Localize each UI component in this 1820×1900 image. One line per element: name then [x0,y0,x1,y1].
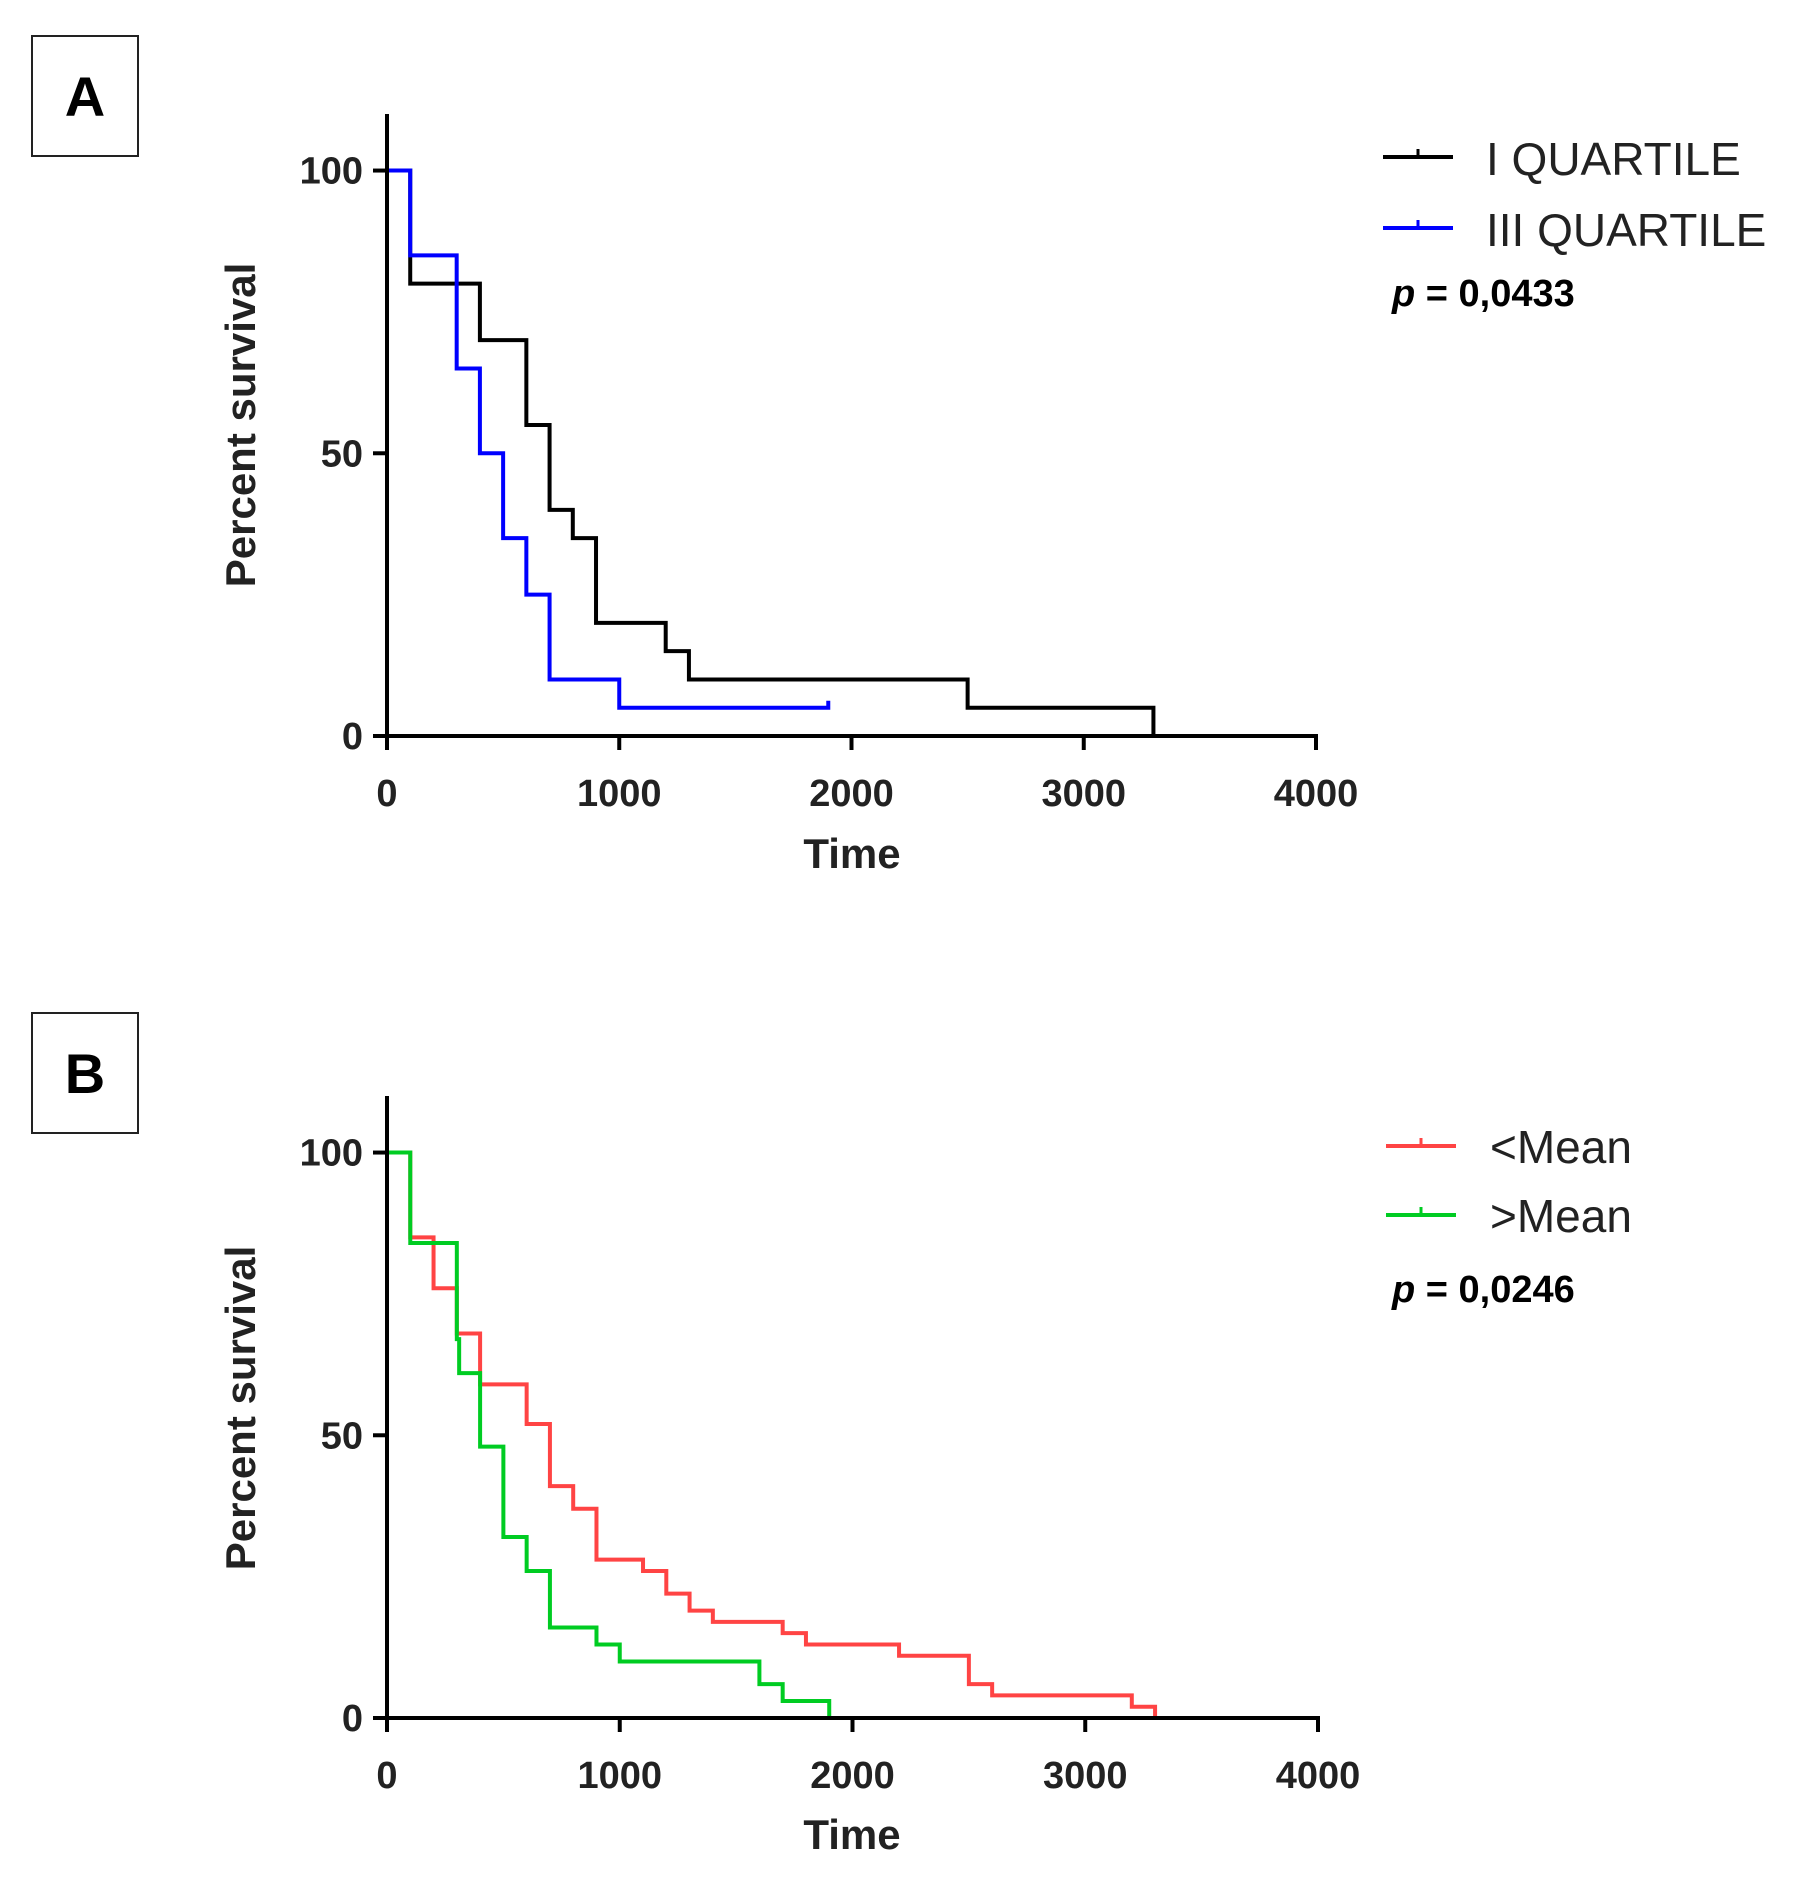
panel-a-ticks: 0 1000 2000 3000 4000 0 50 100 [300,151,1359,815]
legend-item-i-quartile: I QUARTILE [1383,133,1741,185]
panel-a-series-iii-quartile-curve [387,168,831,710]
panel-a-y-tick-label: 100 [300,151,363,193]
panel-b-series-greater-than-mean-curve [387,1150,832,1718]
legend-label-i-quartile: I QUARTILE [1486,133,1741,185]
panel-a-series-i-quartile-curve [387,168,1156,736]
panel-b-y-tick-label: 0 [342,1698,363,1740]
panel-a-label: A [65,65,105,128]
legend-item-greater-than-mean: >Mean [1386,1190,1632,1242]
panel-b-p-number: = 0,0246 [1415,1269,1575,1311]
panel-a-y-axis-title: Percent survival [217,263,264,588]
legend-label-greater-than-mean: >Mean [1490,1190,1632,1242]
panel-b-legend: <Mean >Mean [1386,1121,1632,1242]
panel-b-p-value: p = 0,0246 [1391,1269,1575,1311]
panel-b-p-symbol: p [1391,1269,1415,1311]
panel-a-x-tick-label: 4000 [1274,773,1359,815]
panel-a-x-axis-title: Time [803,830,900,877]
panel-b-series-less-than-mean-curve [387,1150,1158,1718]
panel-a-x-tick-label: 2000 [809,773,894,815]
legend-item-iii-quartile: III QUARTILE [1383,204,1766,256]
panel-a-x-tick-label: 3000 [1041,773,1126,815]
panel-a-label-box [31,35,139,157]
panel-a-p-number: = 0,0433 [1415,273,1575,315]
legend-item-less-than-mean: <Mean [1386,1121,1632,1173]
panel-b-x-tick-label: 3000 [1043,1755,1128,1797]
panel-a-x-tick-label: 1000 [577,773,662,815]
panel-b-x-tick-label: 0 [376,1755,397,1797]
legend-label-less-than-mean: <Mean [1490,1121,1632,1173]
panel-b-label: B [65,1042,105,1105]
legend-label-iii-quartile: III QUARTILE [1486,204,1766,256]
panel-a-x-tick-label: 0 [376,773,397,815]
panel-a-marks [387,168,1156,736]
panel-b-label-box [31,1012,139,1134]
panel-b-y-tick-label: 50 [321,1415,363,1457]
panel-b-x-tick-label: 2000 [810,1755,895,1797]
panel-a-legend: I QUARTILE III QUARTILE [1383,133,1766,256]
panel-a: A 0 1000 2000 3000 4000 0 50 100 Time Percent s… [31,35,1766,877]
panel-a-y-tick-label: 0 [342,716,363,758]
panel-b-ticks: 0 1000 2000 3000 4000 0 50 100 [300,1133,1361,1797]
panel-b-y-tick-label: 100 [300,1133,363,1175]
panel-a-p-symbol: p [1391,273,1415,315]
panel-a-p-value: p = 0,0433 [1391,273,1575,315]
panel-b-x-tick-label: 1000 [577,1755,662,1797]
panel-b-marks [387,1150,1158,1718]
panel-b: B 0 1000 2000 3000 4000 0 50 100 Time Percent s… [31,1012,1632,1858]
panel-a-y-tick-label: 50 [321,433,363,475]
panel-b-x-axis-title: Time [803,1811,900,1858]
panel-b-y-axis-title: Percent survival [217,1246,264,1571]
panel-b-x-tick-label: 4000 [1276,1755,1361,1797]
